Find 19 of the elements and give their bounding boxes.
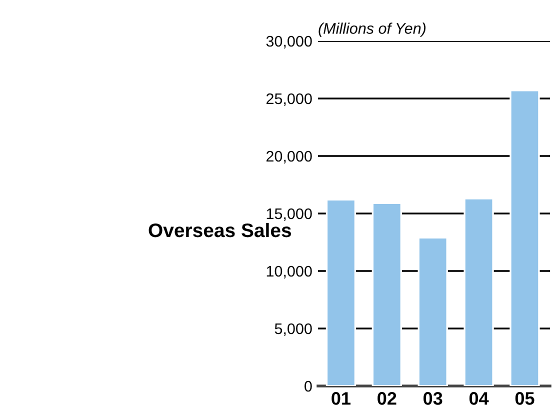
bar — [464, 198, 494, 386]
x-tick-label: 02 — [378, 392, 396, 405]
x-tick-label: 03 — [424, 392, 442, 405]
bar — [418, 236, 448, 386]
x-tick-label: 05 — [515, 392, 534, 405]
y-tick-label: 20,000 — [266, 150, 312, 164]
y-tick-label: 5,000 — [274, 323, 312, 336]
bar — [326, 198, 356, 386]
y-tick-label: 10,000 — [266, 266, 312, 278]
bar — [372, 202, 402, 386]
text: Overseas Sales — [148, 222, 291, 238]
y-tick-label: 15,000 — [266, 208, 312, 221]
y-axis-title: (Millions of Yen) — [318, 22, 426, 37]
x-tick-label: 01 — [332, 392, 351, 405]
y-tick-label: 0 — [304, 380, 312, 392]
y-tick-label: 30,000 — [266, 36, 312, 48]
bar — [510, 90, 540, 386]
y-tick-label: 25,000 — [266, 93, 312, 106]
x-tick-label: 04 — [469, 392, 489, 405]
